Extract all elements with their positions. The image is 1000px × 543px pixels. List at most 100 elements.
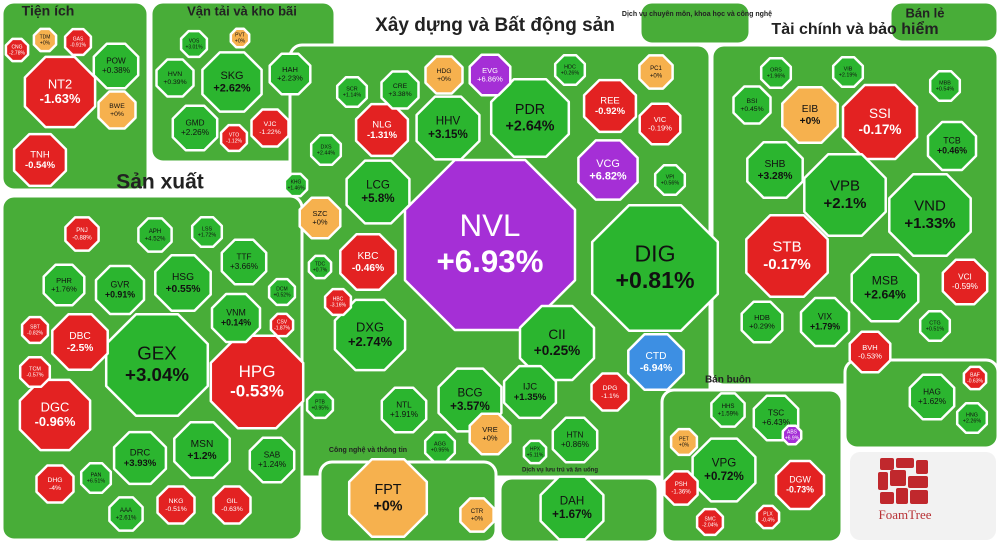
- cell-label: GVR: [110, 279, 129, 289]
- cell: [918, 309, 952, 343]
- cell: [219, 123, 249, 153]
- logo-block: [910, 490, 928, 504]
- cell-value-label: +2.62%: [213, 82, 251, 94]
- cell-value-label: +0.56%: [661, 181, 680, 187]
- group-title: Dịch vụ chuyên môn, khoa học và công ngh…: [622, 11, 772, 18]
- cell: [908, 373, 956, 421]
- cell-label: HBC: [333, 297, 344, 303]
- cell-label: PDR: [515, 102, 545, 118]
- cell: [64, 216, 100, 252]
- cell-value-label: +1.59%: [718, 410, 739, 417]
- cell-label: TTF: [236, 253, 251, 262]
- cell: [468, 412, 512, 456]
- cell-label: CSV: [277, 320, 288, 326]
- cell-value-label: +2.26%: [963, 419, 982, 425]
- cell: [380, 70, 420, 110]
- cell-label: NKG: [169, 498, 184, 505]
- cell-label: LSS: [202, 226, 213, 232]
- cell: [590, 372, 630, 412]
- cell-label: CRE: [393, 83, 408, 90]
- cell: [323, 287, 353, 317]
- cell-label: HDG: [436, 68, 451, 75]
- cell-value-label: +0.72%: [704, 470, 744, 483]
- cell: [35, 464, 75, 504]
- group-title: Vận tải và kho bãi: [187, 3, 297, 18]
- cell-value-label: -0.51%: [165, 506, 187, 513]
- cell-label: ORS: [770, 67, 782, 73]
- cell-value-label: -2.5%: [67, 343, 94, 354]
- cell-label: EIB: [802, 104, 819, 115]
- cell-label: PAN: [91, 472, 102, 478]
- cell: [92, 42, 140, 90]
- cell-value-label: -0.4%: [761, 517, 775, 523]
- cell-label: HPX: [530, 447, 541, 453]
- cell-label: HHS: [722, 403, 735, 410]
- cell-label: VCI: [958, 273, 972, 282]
- cell-label: TSC: [768, 409, 784, 418]
- cell: [307, 254, 333, 280]
- cell-value-label: +2.19%: [839, 73, 858, 79]
- cell-value-label: +2.61%: [116, 514, 137, 521]
- cell: [269, 312, 295, 338]
- cell-value-label: +1.35%: [514, 392, 547, 403]
- group-title: Xây dựng và Bất động sản: [375, 15, 615, 36]
- cell-label: GAS: [73, 37, 84, 43]
- cell: [335, 75, 369, 109]
- cell-value-label: -0.63%: [221, 506, 243, 513]
- cell-value-label: +1.2%: [187, 451, 216, 462]
- logo-block: [916, 460, 928, 474]
- cell-value-label: +0.86%: [561, 440, 589, 449]
- cell: [502, 364, 558, 420]
- cell: [32, 27, 58, 53]
- cell-label: IJC: [523, 381, 537, 392]
- cell-value-label: +0.54%: [936, 87, 955, 93]
- cell-label: TCM: [29, 366, 41, 372]
- logo-block: [890, 470, 906, 486]
- cell-value-label: +2.26%: [181, 128, 209, 137]
- cell-value-label: -2.04%: [702, 522, 718, 528]
- cell: [888, 173, 972, 257]
- cell: [20, 315, 50, 345]
- cell: [155, 58, 195, 98]
- cell-value-label: +0%: [471, 515, 484, 522]
- cell-label: VRE: [482, 425, 497, 434]
- cell-label: HVN: [168, 71, 182, 78]
- cell: [553, 53, 587, 87]
- cell: [732, 85, 772, 125]
- cell-value-label: +0%: [437, 76, 451, 83]
- cell-label: REE: [600, 95, 620, 106]
- cell: [841, 83, 919, 161]
- cell-label: VIB: [844, 66, 853, 72]
- cell-label: VJC: [264, 121, 277, 128]
- cell-label: PTB: [315, 400, 325, 406]
- cell-value-label: -0.53%: [230, 382, 284, 401]
- cell-value-label: +3.66%: [230, 262, 258, 271]
- cell-label: VCG: [596, 158, 620, 170]
- cell-label: BAF: [970, 373, 980, 379]
- cell: [201, 51, 263, 113]
- cell-label: GIL: [227, 498, 238, 505]
- cell-label: HPG: [239, 362, 276, 381]
- cell-label: AGG: [434, 441, 446, 447]
- cell-label: VIX: [818, 311, 832, 321]
- cell-label: VPI: [666, 174, 675, 180]
- cell: [459, 497, 495, 533]
- cell: [781, 86, 839, 144]
- cell: [345, 159, 411, 225]
- cell: [746, 141, 804, 199]
- cell-label: POW: [106, 57, 126, 66]
- cell: [137, 217, 173, 253]
- cell-value-label: -0.46%: [352, 263, 384, 274]
- cell: [582, 78, 638, 134]
- cell: [171, 104, 219, 152]
- cell: [79, 461, 113, 495]
- cell-label: DPG: [603, 385, 618, 392]
- cell-value-label: -1.12%: [226, 138, 242, 144]
- group-title: Tài chính và bảo hiểm: [771, 20, 938, 38]
- cell: [759, 56, 793, 90]
- cell-label: VPB: [830, 178, 860, 195]
- cell: [112, 430, 168, 486]
- cell: [63, 27, 93, 57]
- cell-label: TDM: [40, 35, 51, 41]
